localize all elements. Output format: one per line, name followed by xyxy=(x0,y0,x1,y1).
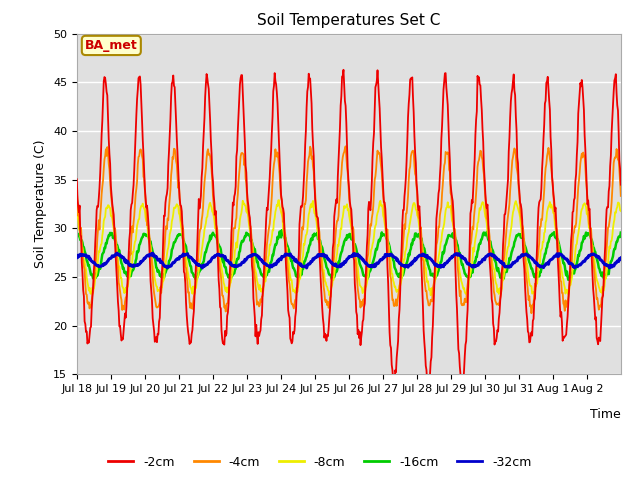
Title: Soil Temperatures Set C: Soil Temperatures Set C xyxy=(257,13,440,28)
Legend: -2cm, -4cm, -8cm, -16cm, -32cm: -2cm, -4cm, -8cm, -16cm, -32cm xyxy=(103,451,537,474)
Y-axis label: Soil Temperature (C): Soil Temperature (C) xyxy=(35,140,47,268)
Text: BA_met: BA_met xyxy=(85,39,138,52)
Text: Time: Time xyxy=(590,408,621,421)
